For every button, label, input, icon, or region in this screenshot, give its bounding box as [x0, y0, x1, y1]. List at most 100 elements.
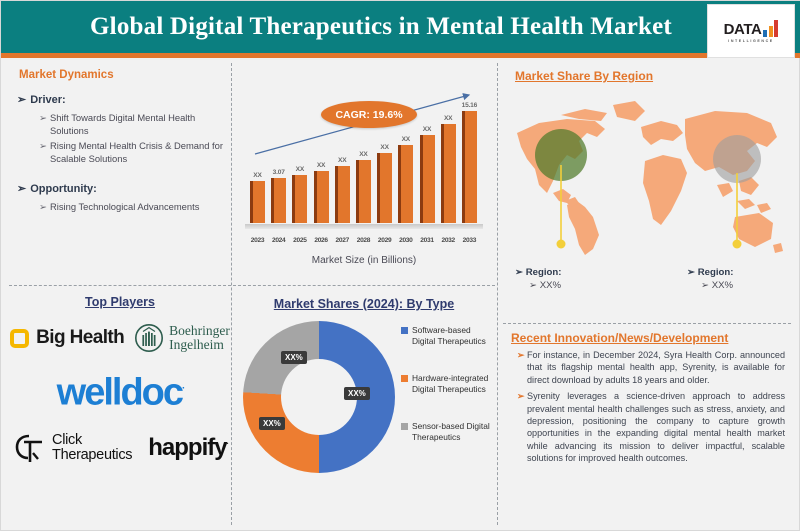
boehringer-mark-icon: [135, 324, 164, 352]
bar-value-label: XX: [253, 171, 262, 179]
bar-series: XX 3.07 XX XX XX XX XX XX XX XX 15.16: [249, 81, 485, 223]
driver-item-text: Rising Mental Health Crisis & Demand for…: [50, 140, 223, 164]
legend-sensor-line2: Therapeutics: [412, 432, 461, 442]
bar-value-label: XX: [443, 114, 453, 122]
big-health-label: Big Health: [36, 327, 125, 348]
bar-shape: [377, 153, 393, 223]
news-item: ➢ Syrenity leverages a science-driven app…: [517, 390, 785, 464]
donut-chart: XX% XX% XX%: [243, 321, 395, 473]
region-left-percent: XX%: [539, 280, 562, 291]
happify-label: happify: [148, 433, 227, 461]
bar-x-label: 2023: [250, 237, 265, 244]
logo-click-therapeutics: Click Therapeutics: [12, 429, 133, 467]
market-dynamics-panel: Market Dynamics ➢ Driver: ➢ Shift Towards …: [9, 63, 231, 281]
logo-welldoc: welldoc·: [56, 369, 186, 414]
welldoc-label: welldoc: [56, 371, 184, 414]
bar-x-label: 2025: [293, 237, 307, 244]
page-title: Global Digital Therapeutics in Mental He…: [90, 13, 672, 40]
arrow-bullet-icon: ➢: [17, 183, 27, 195]
bar-shape: [398, 145, 414, 223]
logo-row: DATA: [723, 19, 779, 38]
bar-value-label: XX: [401, 136, 411, 144]
legend-item-hardware: Hardware-integrated Digital Therapeutics: [401, 373, 491, 395]
bar-x-label: 2024: [271, 237, 286, 244]
legend-software-line2: Digital Therapeutics: [412, 336, 486, 346]
arrow-bullet-icon: ➢: [17, 94, 27, 106]
click-therapeutics-mark-icon: [15, 434, 43, 462]
bar-shape: [461, 111, 477, 223]
region-bubble-right: [713, 135, 761, 183]
legend-item-sensor: Sensor-based Digital Therapeutics: [401, 421, 491, 443]
bar-column: XX: [397, 81, 414, 223]
opportunity-label: Opportunity:: [30, 183, 97, 195]
cagr-badge: CAGR: 19.6%: [321, 101, 417, 128]
divider-horizontal-right: [503, 323, 791, 324]
logo-bars-icon: [763, 19, 779, 37]
boehringer-line2: Ingelheim: [169, 337, 224, 352]
bar-shape: [292, 174, 308, 223]
bar-chart-caption: Market Size (in Billions): [311, 255, 417, 266]
world-map-icon: [517, 101, 783, 255]
logo-boehringer-ingelheim: Boehringer Ingelheim: [134, 323, 230, 353]
bar-shape: [250, 180, 265, 223]
news-item-text: Syrenity leverages a science-driven appr…: [527, 391, 785, 464]
bar-column: XX: [334, 81, 351, 223]
bar-column: XX: [249, 81, 266, 223]
bar-shape: [313, 170, 329, 223]
click-line1: Click: [52, 431, 82, 448]
bar-value-label: XX: [338, 156, 347, 164]
bar-column: XX: [355, 81, 372, 223]
boehringer-label: Boehringer Ingelheim: [169, 324, 230, 352]
donut-label-software: XX%: [344, 387, 370, 400]
bar-x-label: 2032: [441, 237, 455, 244]
region-callout-left-label: Region:: [525, 267, 562, 278]
region-callout-left-value: ➢ XX%: [529, 280, 562, 291]
region-panel-title: Market Share By Region: [515, 69, 654, 83]
bar-shape: [334, 165, 350, 223]
arrow-bullet-icon: ➢: [517, 391, 525, 402]
bar-x-label: 2027: [335, 237, 350, 244]
divider-horizontal-left: [9, 285, 231, 286]
arrow-bullet-icon: ➢: [39, 112, 47, 123]
recent-news-panel: Recent Innovation/News/Development ➢ For …: [501, 327, 793, 525]
legend-software-line1: Software-based: [412, 325, 471, 335]
players-row-2: welldoc·: [9, 369, 231, 413]
bar-column: XX: [419, 81, 436, 223]
legend-swatch-hardware: [401, 375, 408, 382]
driver-item: ➢ Rising Mental Health Crisis & Demand fo…: [39, 140, 225, 165]
welldoc-mark: ·: [182, 383, 186, 394]
legend-item-software: Software-based Digital Therapeutics: [401, 325, 491, 347]
page-header: Global Digital Therapeutics in Mental He…: [1, 1, 800, 53]
legend-swatch-sensor: [401, 423, 408, 430]
bar-shape: [355, 160, 371, 223]
market-dynamics-title: Market Dynamics: [19, 69, 114, 81]
market-share-by-region-panel: Market Share By Region: [501, 63, 793, 321]
boehringer-line1: Boehringer: [169, 323, 230, 338]
dynamics-group-opportunity-label: ➢ Opportunity:: [17, 182, 231, 195]
bar-column: XX: [440, 81, 457, 223]
arrow-bullet-icon: ➢: [39, 201, 47, 212]
market-shares-by-type-panel: Market Shares (2024): By Type XX% XX% XX…: [233, 289, 495, 525]
legend-hardware-line1: Hardware-integrated: [412, 373, 489, 383]
players-row-1: Big Health Boehringer Ingelhei: [9, 323, 231, 353]
opportunity-item-text: Rising Technological Advancements: [50, 201, 200, 212]
bar-value-label: 3.07: [272, 169, 285, 176]
driver-item-text: Shift Towards Digital Mental Health Solu…: [50, 112, 196, 136]
bar-column: 3.07: [270, 81, 287, 223]
logo-happify: happify·: [148, 433, 229, 462]
market-size-bar-chart-panel: XX 3.07 XX XX XX XX XX XX XX XX 15.16 CAGR: 19.6% …: [233, 63, 495, 281]
bar-value-label: XX: [316, 161, 326, 169]
spacer: [9, 168, 231, 182]
region-callout-right-value: ➢ XX%: [701, 280, 734, 291]
arrow-bullet-icon: ➢: [687, 267, 696, 278]
logo-wordmark: DATA: [723, 20, 762, 38]
driver-label: Driver:: [30, 94, 66, 106]
region-callout-left: ➢ Region: ➢ XX%: [515, 267, 561, 291]
bar-value-label: XX: [295, 165, 305, 173]
bar-x-label: 2026: [314, 237, 328, 244]
bar-shape: [419, 135, 435, 223]
region-bubble-left: [535, 129, 587, 181]
bar-value-label: XX: [359, 151, 368, 159]
logo-subtext: INTELLIGENCE: [728, 38, 774, 43]
